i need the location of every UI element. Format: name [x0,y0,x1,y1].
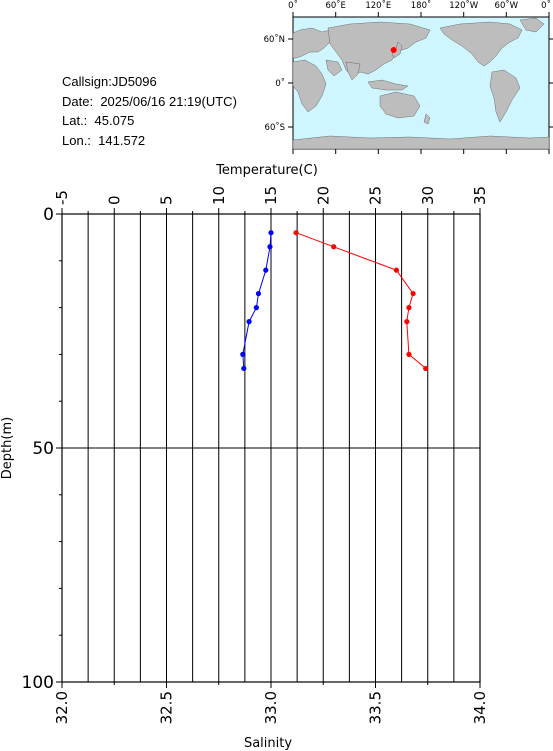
map-lon-label: 120˚E [365,0,391,11]
depth-tick-label: 100 [22,673,54,693]
salinity-tick-label: 33.5 [367,691,385,724]
temperature-tick-label: 35 [471,186,489,205]
world-map: 0˚ 60˚E 120˚E 180˚ 120˚W 60˚W 0˚ 60˚N 0˚… [264,0,553,154]
salinity-axis-title: Salinity [244,736,292,751]
temperature-point [253,305,259,311]
station-marker [390,46,397,53]
salinity-point [406,305,412,311]
date-value: 2025/06/16 21:19(UTC) [100,93,237,109]
temperature-tick-labels: -5 0 5 10 15 20 25 30 35 [53,186,489,205]
callsign-label: Callsign: [62,74,112,89]
lon-value: 141.572 [98,132,146,148]
temperature-tick-label: 5 [158,195,176,205]
depth-tick-labels: 0 50 100 [22,205,54,693]
temperature-point [255,290,262,297]
map-frame-ticks [288,12,553,154]
land-north-america [439,21,523,67]
map-lat-label: 0˚ [275,78,285,89]
depth-tick-label: 0 [43,205,54,225]
land-greenland [519,17,545,33]
salinity-point [410,290,416,297]
salinity-point [404,319,410,325]
temperature-point [268,230,274,236]
map-lon-label: 120˚W [449,0,478,11]
map-lon-label: 60˚E [325,0,345,11]
salinity-tick-label: 34.0 [471,691,489,724]
depth-axis-title: Depth(m) [0,417,15,479]
salinity-point [393,267,399,273]
map-land [292,17,550,150]
temperature-tick-label: 20 [314,186,332,205]
axis-ticks [56,208,481,688]
temperature-point [241,365,247,372]
salinity-point [423,365,429,372]
callsign-value: JD5096 [111,74,157,89]
temperature-tick-label: 15 [262,186,280,205]
temperature-tick-label: 10 [210,186,228,205]
map-lat-label: 60˚N [264,34,285,45]
land-indonesia [367,79,409,91]
land-antarctica [292,135,550,150]
lon-label: Lon.: [62,132,91,148]
salinity-profile-line [295,232,427,369]
chart-grid [62,214,480,682]
land-arabia [325,59,343,77]
land-australia [379,91,421,119]
map-lon-label: 0˚ [288,0,298,11]
land-africa [292,59,327,113]
lat-row: Lat.: 45.075 [62,111,237,131]
land-new-zealand [423,113,431,125]
land-south-america [489,69,521,123]
plot-frame [61,213,481,683]
temperature-profile-line [242,232,272,369]
temperature-tick-label: 25 [367,186,385,205]
date-label: Date: [62,93,94,109]
depth-tick-label: 50 [32,439,54,459]
temperature-point [240,351,246,357]
land-japan [391,41,403,59]
temperature-point [263,267,269,273]
map-lon-label: 60˚W [495,0,519,11]
temperature-axis-title: Temperature(C) [215,163,318,178]
map-lon-label: 0˚ [541,0,551,11]
salinity-point [406,351,412,357]
salinity-point [293,230,299,236]
lon-row: Lon.: 141.572 [62,131,237,151]
land-europe [292,27,335,59]
lat-value: 45.075 [94,113,135,128]
lat-label: Lat.: [62,113,88,128]
chart-series [240,230,429,372]
salinity-point [331,244,337,250]
land-asia [327,21,431,77]
salinity-tick-label: 32.0 [53,691,71,724]
date-row: Date: 2025/06/16 21:19(UTC) [62,92,237,112]
map-lat-label: 60˚S [265,122,285,133]
temperature-tick-label: 0 [105,195,123,205]
station-info: Callsign:JD5096 Date: 2025/06/16 21:19(U… [62,72,237,150]
temperature-point [246,319,252,325]
temperature-tick-label: -5 [53,190,71,205]
land-india [345,61,361,81]
salinity-tick-label: 33.0 [262,691,280,724]
temperature-tick-label: 30 [419,186,437,205]
salinity-tick-labels: 32.0 32.5 33.0 33.5 34.0 [53,691,489,724]
salinity-tick-label: 32.5 [158,691,176,724]
map-lon-label: 180˚ [411,0,431,11]
temperature-point [267,244,273,250]
callsign-row: Callsign:JD5096 [62,72,237,92]
